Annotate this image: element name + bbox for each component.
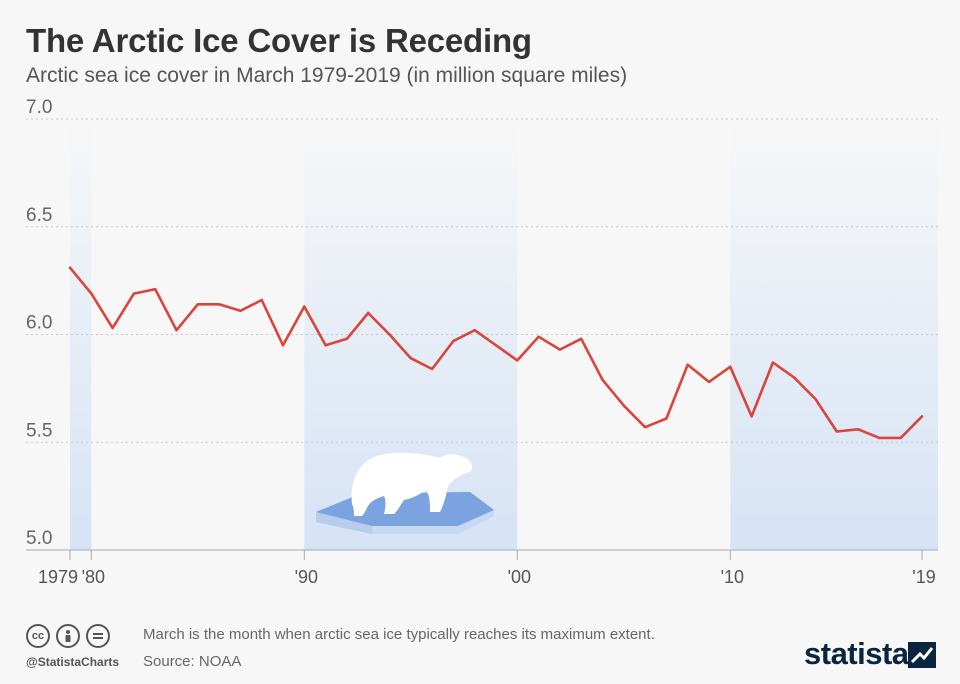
data-point [750,415,753,418]
data-point [580,337,583,341]
data-point [111,326,114,330]
data-point [196,303,199,306]
social-handle[interactable]: @StatistaCharts [26,655,120,669]
brand-mark-icon [908,642,936,668]
y-tick-label: 6.0 [26,313,52,334]
data-point [920,415,924,418]
polar-bear-illustration [316,452,494,534]
brand-logo[interactable]: statista [804,636,909,671]
chart-title: The Arctic Ice Cover is Receding [26,22,532,59]
data-point [793,376,796,379]
data-point [154,288,157,291]
data-point [729,365,732,369]
data-point [899,436,902,440]
data-point [707,380,711,384]
data-point [835,430,838,433]
data-point [686,363,689,366]
data-point [473,328,476,332]
data-point [622,404,625,407]
x-tick-label: '00 [508,567,531,587]
no-derivatives-icon [86,624,110,648]
data-point [260,298,263,302]
data-point [878,436,881,440]
data-point [516,359,519,362]
y-tick-label: 5.5 [26,420,52,441]
data-point [132,292,136,295]
x-tick-label: '10 [721,567,744,587]
data-point [643,425,647,429]
data-point [68,266,72,269]
data-point [239,309,242,312]
chart-source: Source: NOAA [143,653,242,670]
data-point [856,428,860,431]
x-tick-label: '90 [295,567,318,587]
data-point [430,367,434,371]
chart-subtitle: Arctic sea ice cover in March 1979-2019 … [26,64,628,87]
y-tick-label: 5.0 [26,528,52,549]
decade-band [70,119,92,550]
chart-note: March is the month when arctic sea ice t… [143,626,655,643]
data-point [558,348,562,351]
y-tick-label: 7.0 [26,97,52,118]
data-point [388,333,391,336]
data-point [452,339,455,343]
y-tick-label: 6.5 [26,205,52,226]
x-tick-label: 1979 [38,567,78,587]
data-point [409,357,412,360]
data-point [537,335,540,338]
data-point [324,344,327,347]
cc-icon: cc [26,624,50,648]
data-point [814,397,817,401]
data-point [345,337,349,341]
attribution-icon [56,624,80,648]
data-point [281,344,285,347]
license-icons: cc [26,624,110,648]
data-point [217,303,221,306]
data-point [175,328,178,332]
x-tick-label: '80 [82,567,105,587]
data-point [303,305,306,308]
data-point [90,292,93,295]
data-point [367,311,370,315]
data-point [665,417,668,420]
decade-band [730,119,938,550]
data-point [601,378,604,381]
x-tick-label: '19 [912,567,935,587]
data-point [494,344,498,347]
data-point [771,361,775,364]
